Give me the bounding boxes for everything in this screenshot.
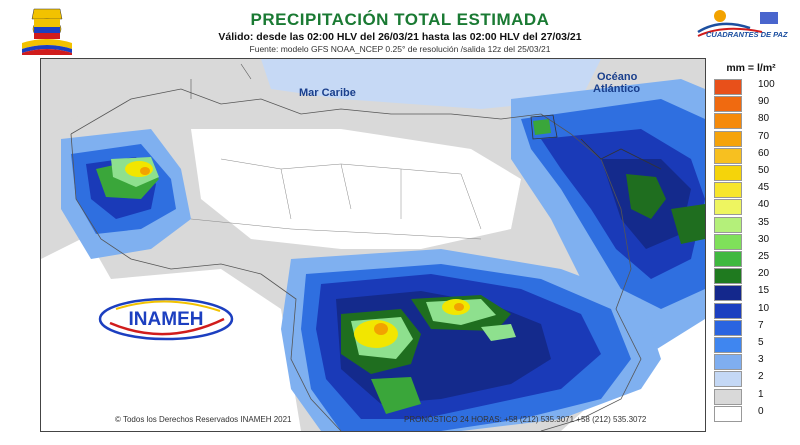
white-dry-area bbox=[191, 129, 521, 249]
legend-row: 50 bbox=[714, 164, 792, 181]
legend-swatch bbox=[714, 233, 742, 250]
legend-label: 20 bbox=[758, 268, 770, 280]
legend-label: 0 bbox=[758, 405, 764, 417]
copyright-footer: © Todos los Derechos Reservados INAMEH 2… bbox=[115, 415, 292, 424]
legend-label: 25 bbox=[758, 251, 770, 262]
orange-core-south-2 bbox=[454, 303, 464, 311]
legend-label: 90 bbox=[758, 96, 770, 108]
legend-swatch bbox=[714, 405, 742, 422]
green-east-1 bbox=[626, 174, 666, 219]
legend-label: 3 bbox=[758, 354, 764, 366]
legend-label: 80 bbox=[758, 113, 770, 125]
orange-core-south-1 bbox=[374, 323, 388, 335]
pale-blue-band-north bbox=[261, 59, 601, 109]
legend-row: 45 bbox=[714, 181, 792, 199]
legend-swatch bbox=[714, 302, 742, 319]
guyana-border bbox=[580, 138, 662, 170]
legend-row: 7 bbox=[714, 319, 792, 336]
state-borders bbox=[190, 158, 482, 240]
green-tobago bbox=[533, 119, 551, 135]
legend-swatch bbox=[714, 96, 742, 113]
legend-swatch bbox=[714, 337, 742, 353]
legend-swatch bbox=[714, 199, 742, 216]
map-canvas bbox=[41, 59, 705, 431]
legend-label: 2 bbox=[758, 371, 764, 383]
legend-swatch bbox=[714, 354, 742, 371]
yellow-core-south-1 bbox=[354, 320, 398, 348]
legend-label: 60 bbox=[758, 147, 770, 159]
legend-row: 10 bbox=[714, 302, 792, 319]
legend-label: 40 bbox=[758, 199, 770, 211]
orange-core-west bbox=[140, 167, 150, 175]
legend-row: 30 bbox=[714, 233, 792, 250]
legend-row: 0 bbox=[714, 405, 792, 422]
atlantic-ocean-label-2: Atlántico bbox=[593, 83, 641, 95]
legend-row: 35 bbox=[714, 216, 792, 233]
legend-label: 100 bbox=[758, 79, 775, 90]
green-south-3 bbox=[371, 377, 421, 414]
legend-swatch bbox=[714, 79, 742, 95]
legend-row: 40 bbox=[714, 198, 792, 216]
legend-row: 25 bbox=[714, 250, 792, 267]
legend-swatch bbox=[714, 182, 742, 199]
page-title: PRECIPITACIÓN TOTAL ESTIMADA bbox=[250, 10, 550, 29]
legend-row: 3 bbox=[714, 353, 792, 371]
legend-label: 7 bbox=[758, 319, 764, 331]
legend-label: 70 bbox=[758, 130, 770, 142]
inameh-logo-text: INAMEH bbox=[129, 309, 204, 330]
legend-swatch bbox=[714, 285, 742, 302]
trinidad-outline bbox=[530, 114, 558, 140]
cuadrantes-de-paz-logo-icon bbox=[697, 10, 778, 37]
legend-label: 45 bbox=[758, 182, 770, 194]
legend-row: 80 bbox=[714, 112, 792, 130]
legend-swatch bbox=[714, 319, 742, 336]
source-note: Fuente: modelo GFS NOAA_NCEP 0.25° de re… bbox=[249, 44, 551, 54]
precipitation-map: Mar Caribe Océano Atlántico bbox=[40, 58, 706, 432]
right-logo-text: CUADRANTES DE PAZ bbox=[706, 30, 788, 39]
legend-swatch bbox=[714, 371, 742, 388]
legend: mm = l/m² 100 90 80 70 60 50 45 40 35 30 25 20 15 10 7… bbox=[710, 62, 792, 422]
legend-row: 90 bbox=[714, 95, 792, 113]
legend-swatch bbox=[714, 130, 742, 147]
legend-swatch bbox=[714, 268, 742, 285]
legend-swatch bbox=[714, 251, 742, 267]
legend-swatch bbox=[714, 388, 742, 405]
legend-swatch bbox=[714, 165, 742, 181]
legend-row: 15 bbox=[714, 284, 792, 302]
light-green-south-3 bbox=[481, 324, 516, 341]
legend-swatch bbox=[714, 113, 742, 130]
legend-label: 15 bbox=[758, 285, 770, 297]
legend-label: 1 bbox=[758, 388, 764, 400]
legend-row: 1 bbox=[714, 388, 792, 405]
legend-row: 100 bbox=[714, 78, 792, 95]
legend-label: 5 bbox=[758, 337, 764, 348]
green-east-2 bbox=[671, 204, 705, 244]
legend-row: 20 bbox=[714, 267, 792, 285]
legend-label: 30 bbox=[758, 233, 770, 245]
legend-label: 35 bbox=[758, 216, 770, 228]
legend-row: 2 bbox=[714, 370, 792, 388]
legend-swatch bbox=[714, 147, 742, 164]
legend-swatch bbox=[714, 216, 742, 233]
country-border bbox=[70, 88, 642, 431]
legend-row: 70 bbox=[714, 130, 792, 147]
legend-row: 5 bbox=[714, 336, 792, 353]
validity-subtitle: Válido: desde las 02:00 HLV del 26/03/21… bbox=[218, 31, 582, 43]
legend-label: 10 bbox=[758, 302, 770, 314]
inameh-logo: INAMEH bbox=[98, 297, 234, 341]
legend-label: 50 bbox=[758, 165, 770, 176]
colombia-border bbox=[190, 63, 252, 99]
forecast-phone-footer: PRONÓSTICO 24 HORAS: +58 (212) 535.3071 … bbox=[404, 415, 647, 424]
atlantic-ocean-label: Océano bbox=[597, 71, 638, 83]
venezuela-coat-of-arms-icon bbox=[22, 8, 72, 55]
caribbean-sea-label: Mar Caribe bbox=[299, 87, 356, 99]
header: PRECIPITACIÓN TOTAL ESTIMADA Válido: des… bbox=[0, 0, 800, 55]
legend-title: mm = l/m² bbox=[726, 62, 776, 74]
legend-row: 60 bbox=[714, 147, 792, 164]
